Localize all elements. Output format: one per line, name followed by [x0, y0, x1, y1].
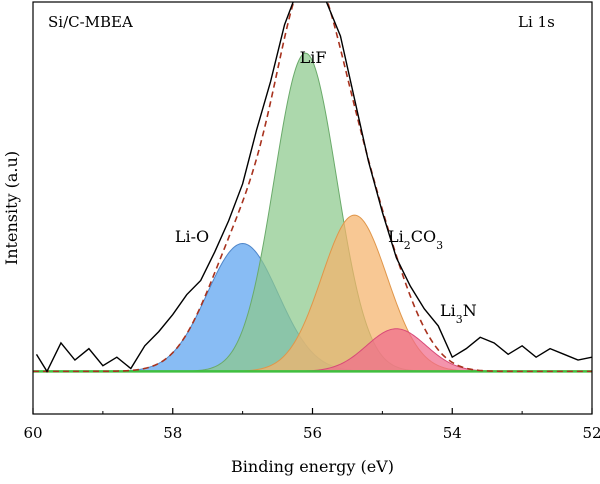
peak-label-li-o: Li-O [175, 227, 209, 246]
peak-labels: LiF Li-O Li2CO3 Li3N [175, 48, 477, 326]
x-tick-label: 56 [303, 424, 322, 442]
spectrum-label: Li 1s [518, 13, 555, 31]
y-axis-label: Intensity (a.u) [2, 151, 21, 265]
plot-area [33, 2, 592, 373]
sample-label: Si/C-MBEA [48, 13, 133, 31]
x-axis-ticks: 60 58 56 54 52 [23, 408, 600, 442]
x-tick-label: 60 [23, 424, 42, 442]
envelope-line [33, 2, 592, 373]
x-tick-label: 52 [582, 424, 600, 442]
x-tick-label: 54 [443, 424, 462, 442]
peak-label-li3n: Li3N [440, 301, 477, 326]
peak-label-li2co3: Li2CO3 [388, 227, 443, 252]
x-tick-label: 58 [163, 424, 182, 442]
peak-label-lif: LiF [300, 48, 327, 67]
raw-data-line [35, 2, 592, 373]
x-axis-label: Binding energy (eV) [231, 457, 394, 476]
